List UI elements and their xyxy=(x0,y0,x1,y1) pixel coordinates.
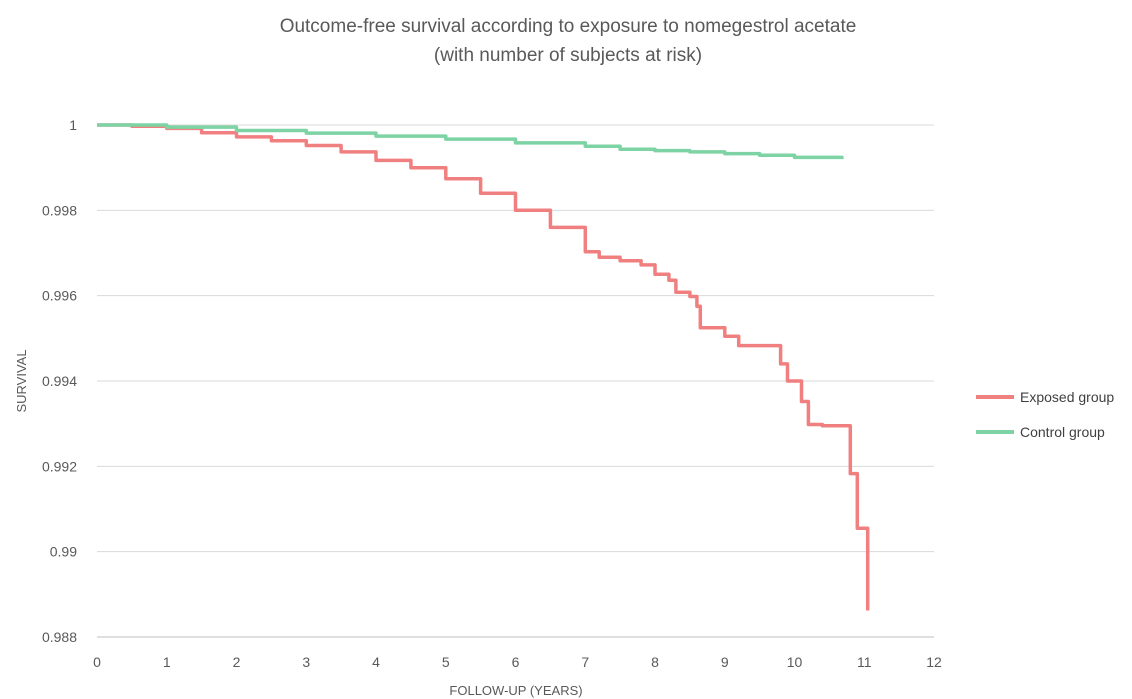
series-lines xyxy=(97,123,870,611)
y-tick-label: 0.99 xyxy=(50,544,77,560)
chart-title-line-2: (with number of subjects at risk) xyxy=(434,45,702,66)
x-tick-label: 2 xyxy=(233,654,241,670)
legend-label-exposed: Exposed group xyxy=(1020,389,1114,405)
x-tick-label: 3 xyxy=(302,654,310,670)
x-tick-label: 8 xyxy=(651,654,659,670)
x-axis-title: FOLLOW-UP (YEARS) xyxy=(449,683,582,698)
legend: Exposed group Control group xyxy=(976,389,1114,440)
gridlines xyxy=(97,124,934,553)
y-tick-label: 0.994 xyxy=(42,373,77,389)
x-tick-label: 11 xyxy=(857,654,872,670)
x-tick-label: 10 xyxy=(787,654,803,670)
y-axis-tick-labels: 0.988 0.99 0.992 0.994 0.996 0.998 1 xyxy=(42,117,77,645)
y-tick-label: 0.988 xyxy=(42,629,77,645)
x-tick-label: 9 xyxy=(721,654,729,670)
series-line-control xyxy=(97,123,844,160)
x-tick-label: 5 xyxy=(442,654,450,670)
x-tick-label: 12 xyxy=(926,654,942,670)
y-tick-label: 0.996 xyxy=(42,288,77,304)
x-tick-label: 1 xyxy=(163,654,171,670)
x-tick-label: 6 xyxy=(512,654,520,670)
y-tick-label: 1 xyxy=(69,117,77,133)
x-tick-label: 7 xyxy=(581,654,589,670)
x-tick-label: 4 xyxy=(372,654,380,670)
legend-label-control: Control group xyxy=(1020,424,1105,440)
y-tick-label: 0.998 xyxy=(42,202,77,218)
y-tick-label: 0.992 xyxy=(42,458,77,474)
chart-title: Outcome-free survival according to expos… xyxy=(280,16,857,66)
x-axis-tick-labels: 0 1 2 3 4 5 6 7 8 9 10 11 12 xyxy=(93,654,942,670)
x-tick-label: 0 xyxy=(93,654,101,670)
series-line-exposed xyxy=(97,123,870,611)
chart-title-line-1: Outcome-free survival according to expos… xyxy=(280,16,857,37)
y-axis-title: SURVIVAL xyxy=(14,349,29,412)
